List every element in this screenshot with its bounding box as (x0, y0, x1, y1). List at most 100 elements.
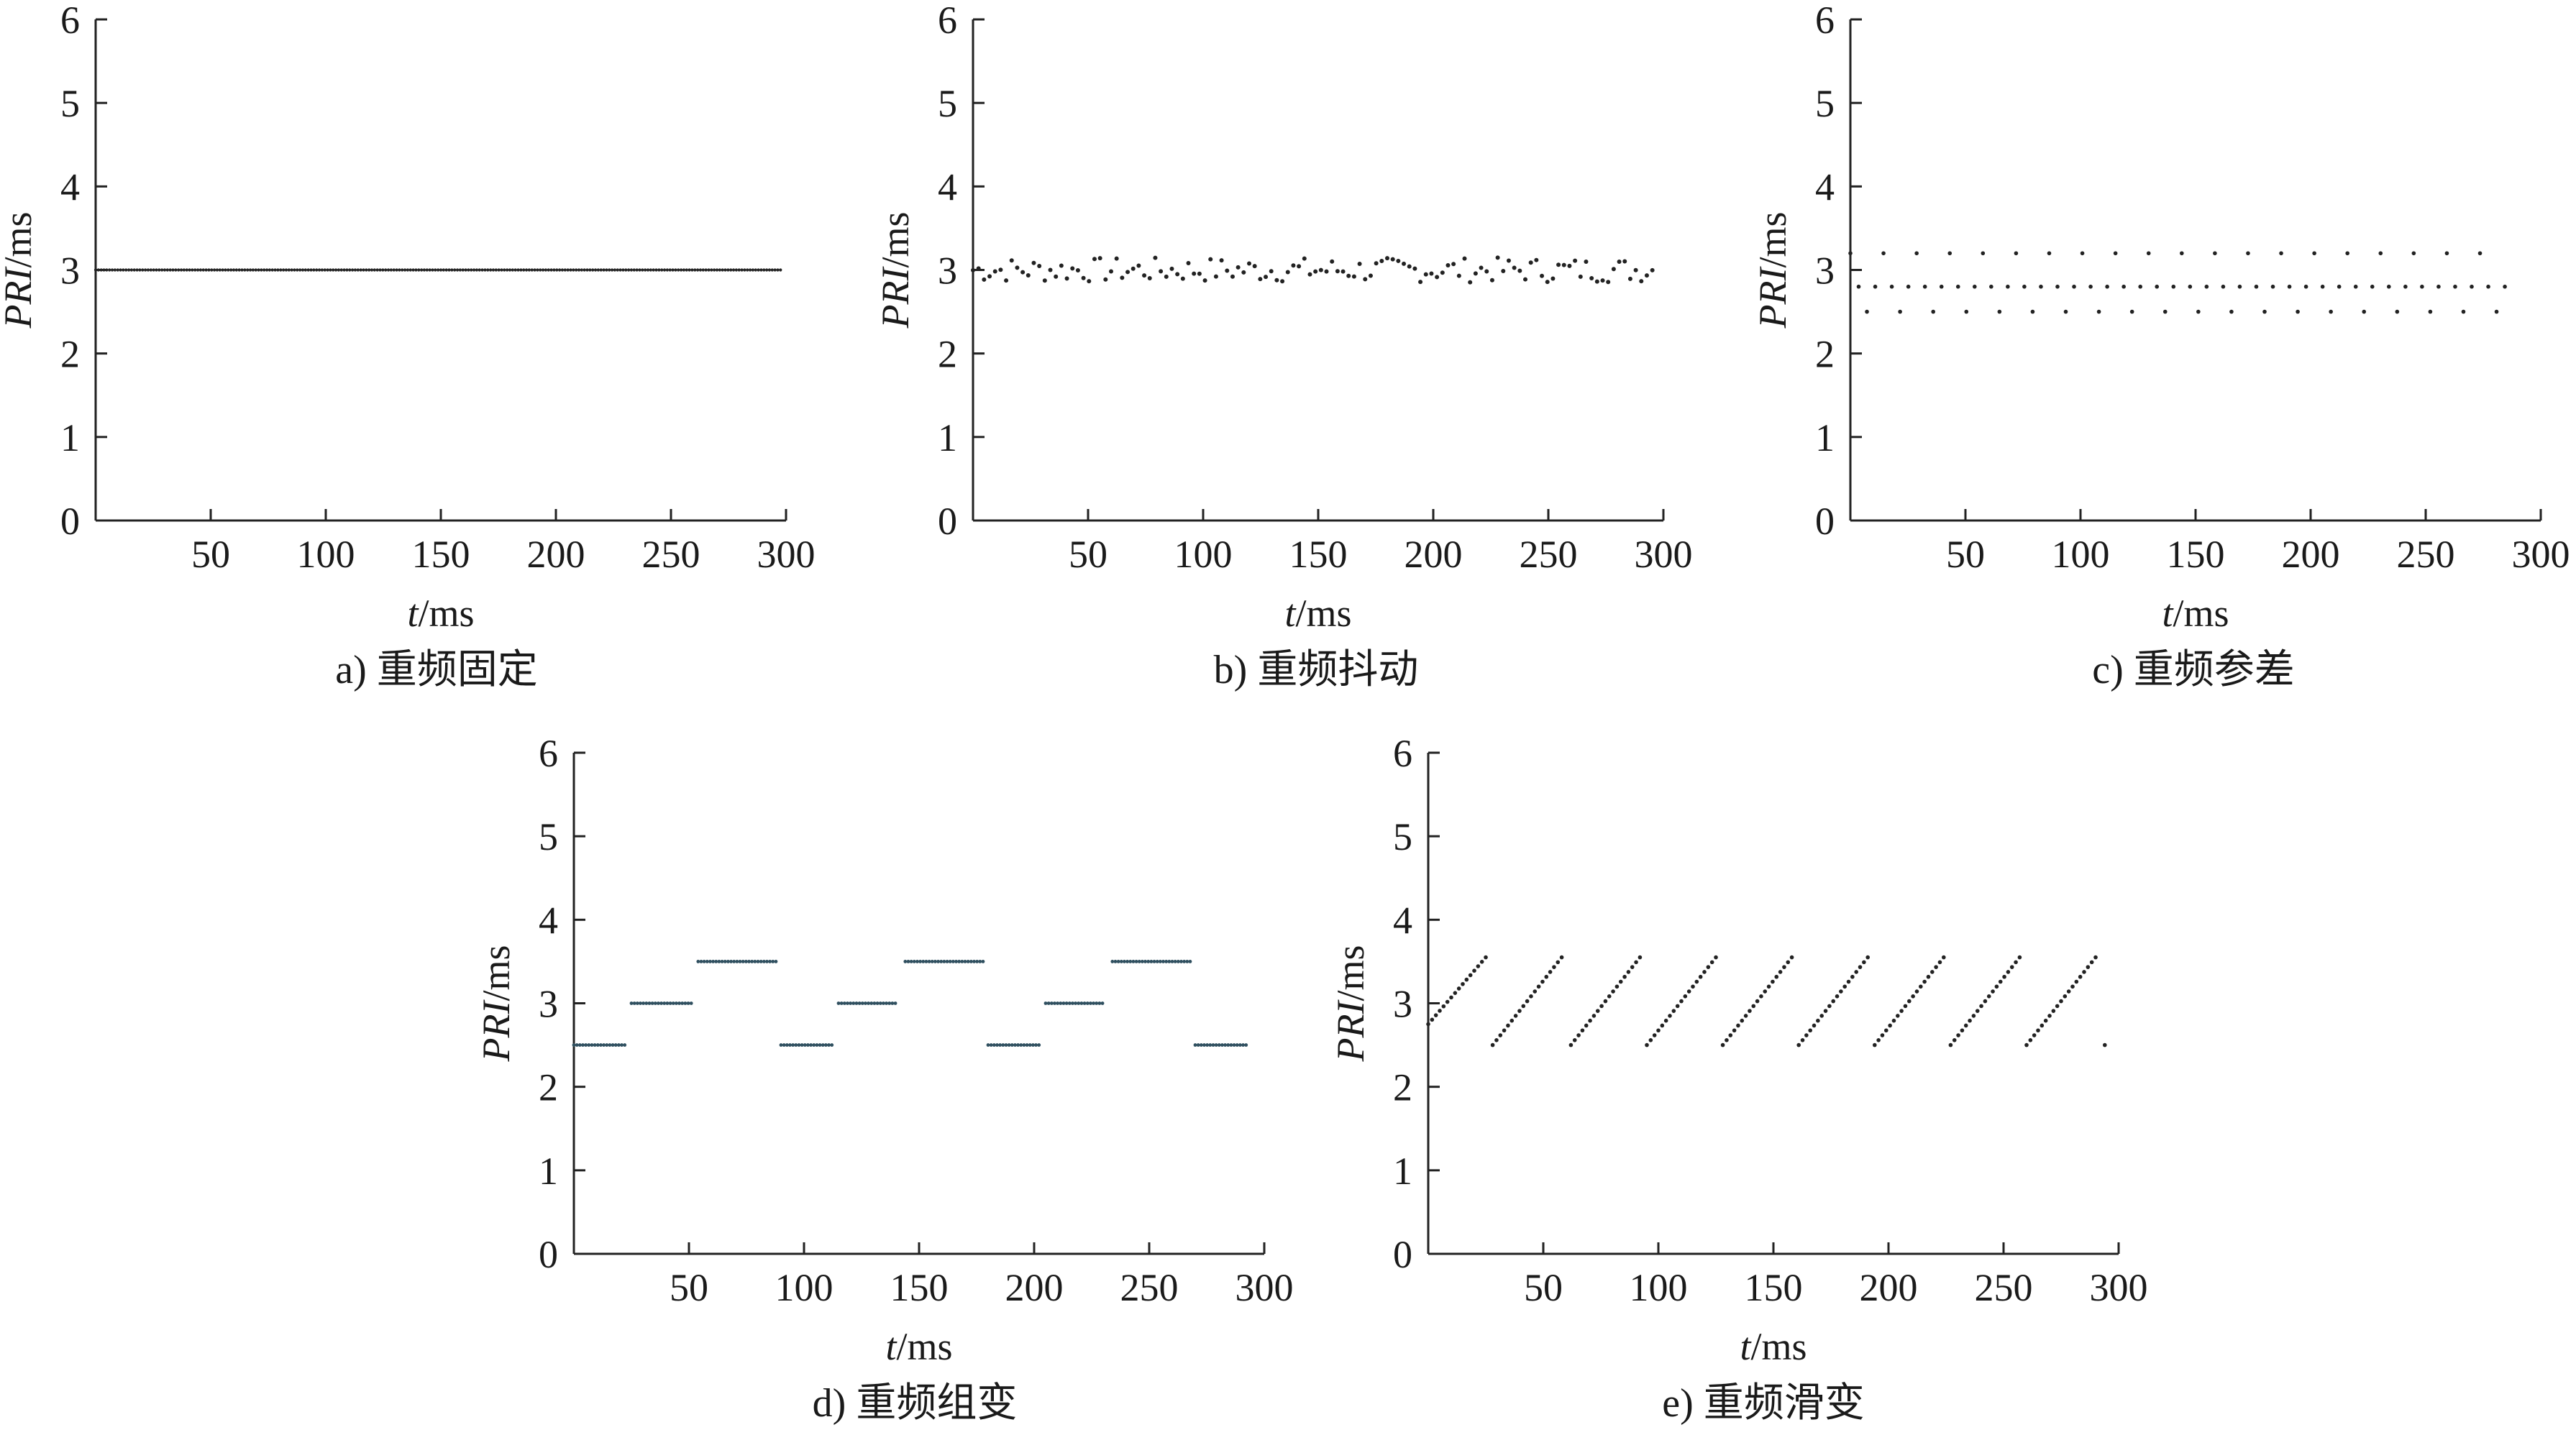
data-point (1650, 267, 1655, 272)
data-point (480, 268, 484, 272)
y-tick-label: 5 (938, 82, 957, 125)
data-point (1379, 259, 1384, 264)
data-point (458, 268, 462, 272)
data-point (1702, 970, 1707, 974)
data-point (1865, 955, 1870, 960)
chart-b: 0 1 2 3 4 5 6 50 100 150 200 250 300 t/ms PRI/ms b) 重频抖… (874, 0, 1693, 692)
x-tick-label: 200 (527, 533, 585, 576)
x-tick-label: 250 (2397, 533, 2455, 576)
data-point (875, 1001, 880, 1005)
data-point (152, 268, 155, 272)
data-point (1751, 1004, 1756, 1009)
data-point (641, 1001, 646, 1005)
data-point (1141, 960, 1144, 963)
data-point (2088, 284, 2093, 289)
data-point (1440, 270, 1445, 275)
data-point (1937, 960, 1942, 965)
data-point (624, 268, 628, 272)
data-point (1663, 1018, 1668, 1023)
data-point (2196, 309, 2201, 314)
data-point (1694, 979, 1699, 984)
data-point (2411, 251, 2416, 256)
data-point (1580, 1028, 1585, 1033)
data-point (1556, 960, 1561, 965)
data-point (1468, 973, 1473, 978)
data-point (774, 960, 778, 963)
chart-d: 0 1 2 3 4 5 6 50 100 150 200 250 300 t/ms PRI/ms d) 重频组… (475, 732, 1294, 1426)
data-point (646, 268, 650, 272)
data-point (2395, 309, 2400, 314)
data-point (1525, 999, 1530, 1004)
data-point (119, 268, 122, 272)
data-point (1034, 1043, 1038, 1047)
data-point (1816, 1018, 1820, 1023)
data-point (1412, 266, 1417, 271)
data-point (251, 268, 255, 272)
data-point (683, 1001, 688, 1005)
data-point (2287, 284, 2292, 289)
data-point (1451, 262, 1456, 267)
data-point (563, 268, 567, 272)
data-point (577, 268, 581, 272)
chart-caption: e) 重频滑变 (1662, 1381, 1865, 1426)
x-axis-label: t/ms (885, 1325, 952, 1368)
data-point (731, 268, 736, 272)
data-point (1848, 251, 1853, 256)
data-point (417, 268, 421, 272)
data-point (1668, 1014, 1672, 1018)
data-point (690, 268, 694, 272)
data-point (1725, 1038, 1729, 1042)
data-point (577, 1043, 582, 1047)
data-point (1137, 960, 1141, 963)
data-point (1652, 1033, 1657, 1037)
y-axis-label: PRI/ms (1751, 212, 1794, 329)
data-point (163, 268, 167, 272)
data-point (945, 960, 949, 963)
data-point (227, 268, 230, 272)
data-point (723, 268, 727, 272)
data-point (2296, 309, 2300, 314)
data-point (2047, 251, 2052, 256)
data-point (893, 1001, 898, 1005)
data-point (713, 268, 716, 272)
data-point (381, 268, 385, 272)
data-point (682, 268, 686, 272)
data-point (909, 960, 913, 963)
data-point (1164, 960, 1169, 963)
data-point (1123, 960, 1126, 963)
data-point (1464, 977, 1469, 982)
y-tick-label: 6 (1815, 0, 1835, 42)
chart-a: 0 1 2 3 4 5 6 50 100 150 200 250 300 t/ms PRI/ms a) 重频固… (0, 0, 816, 692)
data-point (2320, 284, 2325, 289)
data-point (734, 268, 738, 272)
data-point (552, 268, 556, 272)
x-tick-label: 200 (1005, 1266, 1064, 1309)
x-tick-label: 250 (642, 533, 700, 576)
data-point (1850, 974, 1855, 979)
data-point (1618, 979, 1623, 984)
chart-caption: b) 重频抖动 (1214, 648, 1419, 692)
data-point (332, 268, 335, 272)
data-point (668, 268, 672, 272)
data-point (1125, 960, 1129, 963)
y-tick-label: 2 (539, 1066, 558, 1109)
data-point (1686, 989, 1691, 994)
data-point (1720, 1042, 1725, 1047)
x-tick-label: 300 (757, 533, 816, 576)
chart-c: 0 1 2 3 4 5 6 50 100 150 200 250 300 t/ms PRI/ms c) 重频参… (1751, 0, 2570, 692)
data-point (759, 960, 763, 963)
data-point (1622, 974, 1627, 979)
data-point (1028, 1043, 1032, 1047)
data-point (824, 1043, 828, 1047)
data-point (1085, 1001, 1090, 1005)
data-point (1197, 271, 1202, 276)
data-point (632, 1001, 636, 1005)
data-point (2113, 251, 2118, 256)
data-point (818, 1043, 822, 1047)
data-point (1759, 994, 1763, 999)
data-point (2030, 309, 2035, 314)
data-point (2270, 284, 2275, 289)
data-point (1934, 965, 1938, 969)
data-point (1241, 1043, 1245, 1047)
data-point (1812, 1023, 1817, 1028)
